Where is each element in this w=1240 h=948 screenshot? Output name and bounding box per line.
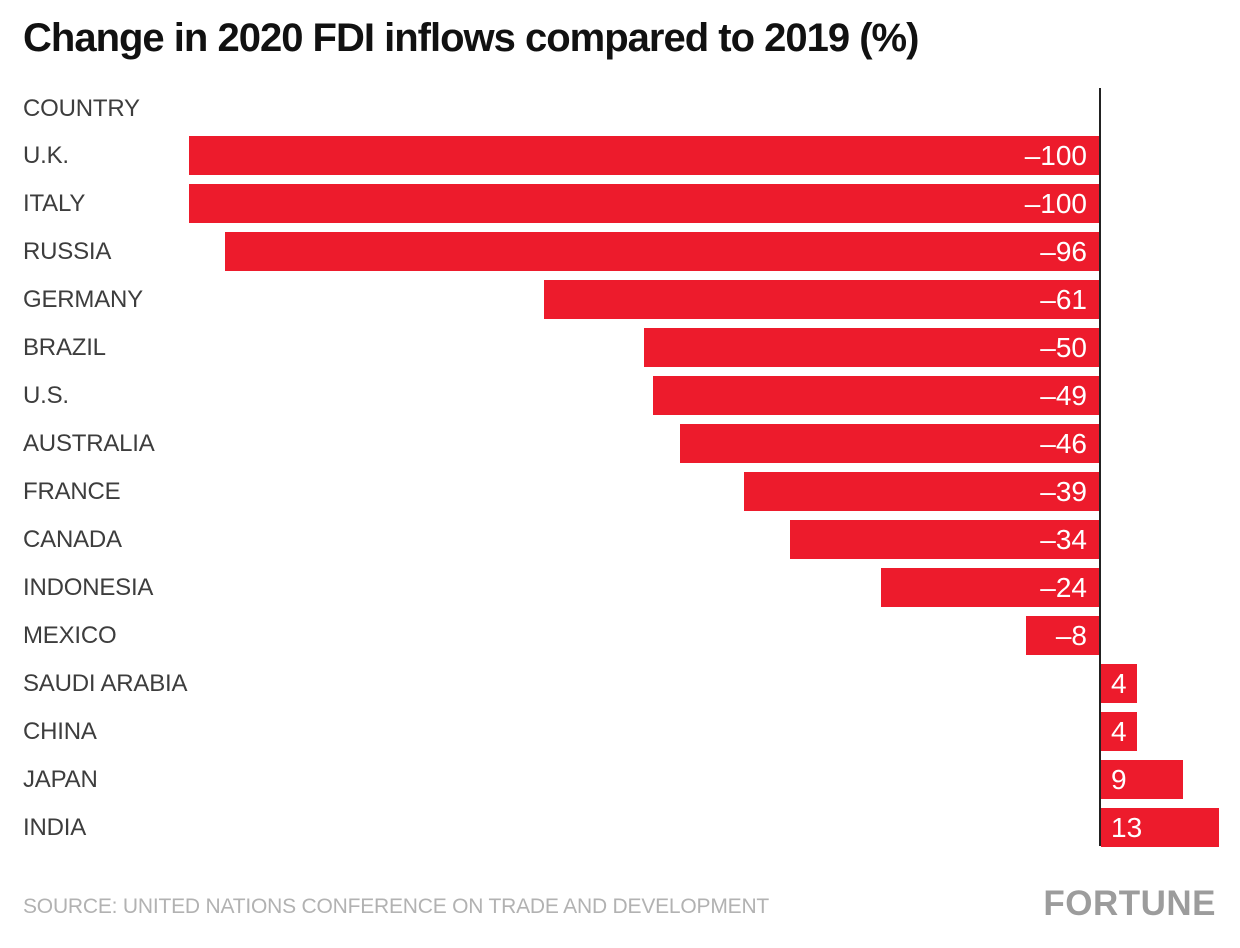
baseline-axis bbox=[1099, 88, 1101, 846]
bar-value-label: 4 bbox=[1111, 716, 1127, 748]
country-label: AUSTRALIA bbox=[23, 429, 155, 457]
bar-value-label: –50 bbox=[1040, 331, 1087, 363]
bar-value-label: –39 bbox=[1040, 475, 1087, 507]
country-label: MEXICO bbox=[23, 622, 117, 649]
bar: –100 bbox=[189, 183, 1099, 223]
bar: 4 bbox=[1101, 712, 1138, 752]
bar-value-label: –100 bbox=[1024, 139, 1087, 171]
bar: –50 bbox=[644, 327, 1099, 367]
bar-value-label: –100 bbox=[1024, 187, 1087, 219]
bar-value-label: 4 bbox=[1111, 668, 1127, 700]
country-label: U.K. bbox=[23, 141, 69, 169]
bar: –49 bbox=[653, 375, 1099, 415]
bar: –8 bbox=[1026, 616, 1099, 655]
bar: –24 bbox=[880, 567, 1099, 607]
bar-value-label: –96 bbox=[1040, 235, 1087, 267]
country-label: ITALY bbox=[23, 189, 86, 217]
bar-value-label: 9 bbox=[1111, 764, 1127, 796]
bar-value-label: 13 bbox=[1111, 812, 1143, 844]
bar-value-label: –49 bbox=[1040, 379, 1087, 411]
country-label: CHINA bbox=[23, 718, 97, 746]
bar-value-label: –46 bbox=[1040, 427, 1087, 459]
chart-title: Change in 2020 FDI inflows compared to 2… bbox=[23, 16, 919, 60]
bar: –39 bbox=[744, 471, 1099, 511]
column-header: COUNTRY bbox=[23, 95, 140, 122]
bar: –46 bbox=[680, 423, 1099, 463]
country-label: GERMANY bbox=[23, 285, 143, 313]
bar: –61 bbox=[543, 279, 1099, 319]
bar: –96 bbox=[225, 231, 1099, 271]
country-label: U.S. bbox=[23, 381, 69, 409]
country-label: INDIA bbox=[23, 814, 87, 842]
bar: 13 bbox=[1101, 808, 1220, 848]
bar-value-label: –24 bbox=[1040, 571, 1087, 603]
country-label: CANADA bbox=[23, 525, 122, 553]
bar: 4 bbox=[1101, 664, 1138, 704]
country-label: SAUDI ARABIA bbox=[23, 670, 188, 698]
country-label: JAPAN bbox=[23, 766, 98, 794]
bar-value-label: –34 bbox=[1040, 523, 1087, 555]
country-label: FRANCE bbox=[23, 477, 121, 505]
bar: 9 bbox=[1101, 760, 1183, 800]
bar-value-label: –8 bbox=[1055, 620, 1087, 651]
country-label: INDONESIA bbox=[23, 573, 154, 601]
bar: –100 bbox=[189, 135, 1099, 175]
bar: –34 bbox=[789, 519, 1099, 559]
country-label: BRAZIL bbox=[23, 333, 106, 361]
fortune-logo: FORTUNE bbox=[1043, 884, 1216, 923]
bar-value-label: –61 bbox=[1040, 283, 1087, 315]
country-label: RUSSIA bbox=[23, 237, 112, 265]
source-credit: SOURCE: UNITED NATIONS CONFERENCE ON TRA… bbox=[23, 895, 770, 918]
